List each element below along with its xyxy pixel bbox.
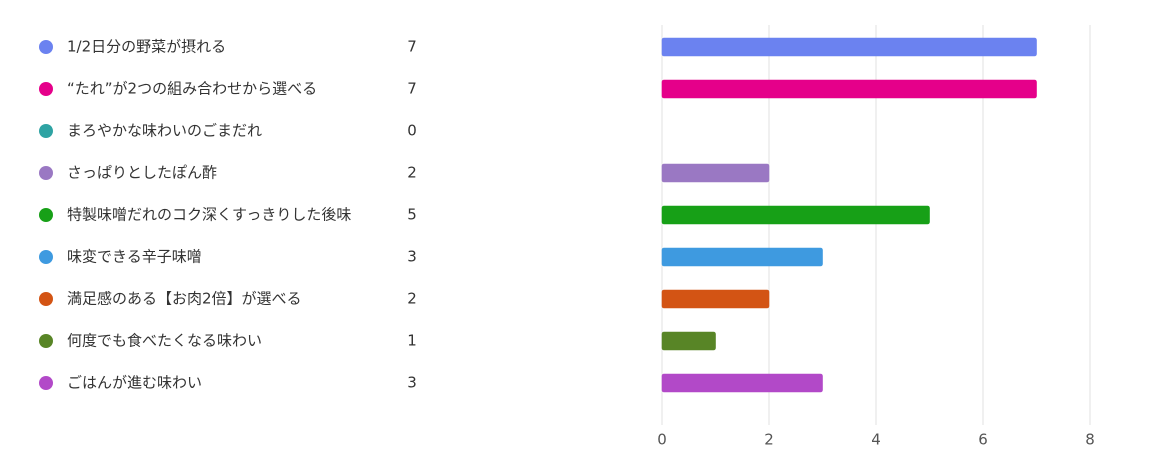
legend-dot bbox=[39, 208, 53, 222]
bar bbox=[661, 79, 1037, 99]
legend-dot bbox=[39, 334, 53, 348]
bar bbox=[661, 37, 1037, 57]
legend-dot bbox=[39, 376, 53, 390]
legend-label: さっぱりとしたぽん酢 bbox=[67, 164, 217, 182]
legend-dot bbox=[39, 292, 53, 306]
legend-value: 3 bbox=[407, 374, 417, 392]
legend-dot bbox=[39, 82, 53, 96]
legend-label: 1/2日分の野菜が摂れる bbox=[67, 38, 226, 56]
legend-value: 2 bbox=[407, 164, 417, 182]
bar bbox=[661, 331, 716, 351]
legend-label: ごはんが進む味わい bbox=[67, 374, 202, 392]
x-tick-label: 8 bbox=[1085, 431, 1095, 449]
bar bbox=[661, 373, 823, 393]
x-tick-label: 0 bbox=[657, 431, 667, 449]
legend-dot bbox=[39, 124, 53, 138]
legend-dot bbox=[39, 166, 53, 180]
x-tick-label: 4 bbox=[871, 431, 881, 449]
legend-value: 3 bbox=[407, 248, 417, 266]
legend-value: 0 bbox=[407, 122, 417, 140]
legend-dot bbox=[39, 250, 53, 264]
legend-value: 7 bbox=[407, 80, 417, 98]
legend-label: 味変できる辛子味噌 bbox=[67, 248, 202, 266]
legend-label: まろやかな味わいのごまだれ bbox=[67, 122, 262, 140]
x-tick-label: 6 bbox=[978, 431, 988, 449]
bar bbox=[661, 163, 770, 183]
bar bbox=[661, 247, 823, 267]
x-tick-label: 2 bbox=[764, 431, 774, 449]
legend-value: 5 bbox=[407, 206, 417, 224]
bar bbox=[661, 289, 770, 309]
legend-value: 7 bbox=[407, 38, 417, 56]
legend-dot bbox=[39, 40, 53, 54]
legend-value: 2 bbox=[407, 290, 417, 308]
legend-label: 満足感のある【お肉2倍】が選べる bbox=[67, 290, 302, 308]
legend-label: 何度でも食べたくなる味わい bbox=[67, 332, 262, 350]
legend-label: 特製味噌だれのコク深くすっきりした後味 bbox=[67, 206, 351, 224]
bar bbox=[661, 205, 930, 225]
legend-value: 1 bbox=[407, 332, 417, 350]
legend-label: “たれ”が2つの組み合わせから選べる bbox=[67, 80, 317, 98]
